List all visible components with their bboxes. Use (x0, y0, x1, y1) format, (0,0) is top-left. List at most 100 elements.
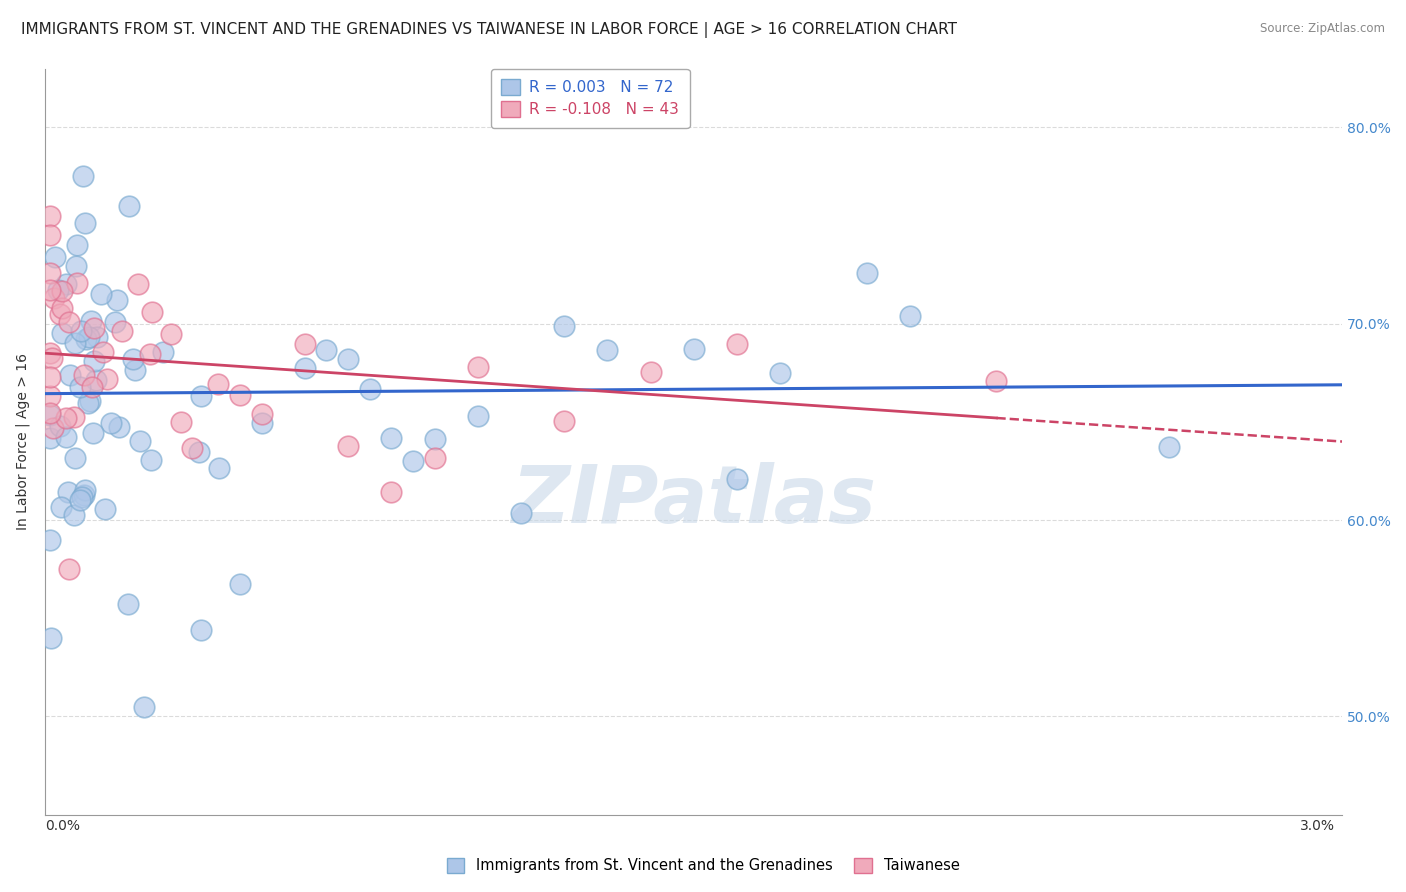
Point (55, 277, 77, 292)
Point (315, 343, 337, 357)
Point (79, 394, 101, 409)
Point (229, 577, 252, 591)
Point (84, 373, 107, 387)
Point (58, 315, 80, 329)
Point (1159, 440, 1181, 454)
Point (49, 307, 72, 321)
Legend: R = 0.003   N = 72, R = -0.108   N = 43: R = 0.003 N = 72, R = -0.108 N = 43 (491, 69, 689, 128)
Point (188, 444, 211, 458)
Point (96, 372, 118, 386)
Point (42, 421, 65, 435)
Point (70, 490, 93, 504)
Point (467, 360, 489, 375)
Point (83, 354, 105, 368)
Point (159, 327, 181, 342)
Point (596, 343, 619, 357)
Point (423, 433, 446, 447)
Point (380, 484, 402, 499)
Point (118, 199, 141, 213)
Point (190, 624, 212, 638)
Point (208, 461, 231, 475)
Point (725, 337, 748, 351)
Point (294, 361, 316, 376)
Point (82, 426, 104, 441)
Point (132, 699, 155, 714)
Point (139, 347, 162, 361)
Point (73, 368, 96, 383)
Text: ZIPatlas: ZIPatlas (512, 462, 876, 541)
Point (100, 417, 122, 431)
Point (294, 336, 316, 351)
Point (553, 414, 575, 428)
Point (75, 332, 97, 346)
Legend: Immigrants from St. Vincent and the Grenadines, Taiwanese: Immigrants from St. Vincent and the Gren… (439, 850, 967, 880)
Point (63, 450, 86, 465)
Point (59, 368, 82, 382)
Point (152, 345, 174, 359)
Point (640, 365, 662, 379)
Point (63, 410, 86, 425)
Point (683, 343, 706, 357)
Point (553, 318, 575, 333)
Point (111, 324, 134, 338)
Point (49, 418, 72, 433)
Point (105, 293, 128, 308)
Point (73, 487, 96, 501)
Point (769, 366, 792, 380)
Point (55, 430, 77, 444)
Point (39, 631, 62, 645)
Point (380, 431, 402, 445)
Point (70, 324, 93, 338)
Point (83, 321, 105, 335)
Point (229, 388, 252, 402)
Point (90, 287, 112, 301)
Point (72, 169, 94, 184)
Point (250, 408, 273, 422)
Point (510, 506, 533, 520)
Point (44, 250, 66, 264)
Point (467, 409, 489, 423)
Point (986, 374, 1008, 388)
Point (75, 483, 97, 498)
Point (38, 389, 60, 403)
Point (38, 283, 60, 297)
Point (77, 330, 100, 344)
Point (181, 441, 204, 455)
Point (170, 415, 193, 429)
Point (423, 451, 446, 466)
Point (108, 420, 131, 434)
Point (38, 209, 60, 223)
Point (38, 408, 60, 422)
Point (66, 276, 89, 290)
Point (38, 267, 60, 281)
Point (337, 351, 360, 366)
Point (76, 396, 98, 410)
Point (141, 305, 163, 319)
Point (725, 472, 748, 486)
Point (855, 266, 877, 280)
Point (129, 434, 152, 448)
Point (86, 330, 108, 344)
Point (79, 314, 101, 328)
Point (51, 326, 73, 340)
Point (104, 315, 127, 329)
Point (94, 502, 117, 516)
Text: IMMIGRANTS FROM ST. VINCENT AND THE GRENADINES VS TAIWANESE IN LABOR FORCE | AGE: IMMIGRANTS FROM ST. VINCENT AND THE GREN… (21, 22, 957, 38)
Point (65, 259, 87, 273)
Point (65, 237, 87, 252)
Point (359, 382, 381, 396)
Point (51, 301, 73, 315)
Point (62, 508, 84, 522)
Point (73, 216, 96, 230)
Point (337, 439, 360, 453)
Point (65, 335, 87, 350)
Point (117, 597, 139, 611)
Point (69, 492, 91, 507)
Point (898, 309, 921, 323)
Point (48, 284, 70, 298)
Point (38, 228, 60, 243)
Y-axis label: In Labor Force | Age > 16: In Labor Force | Age > 16 (15, 353, 30, 530)
Text: 3.0%: 3.0% (1301, 819, 1336, 833)
Point (51, 284, 73, 298)
Point (69, 380, 91, 394)
